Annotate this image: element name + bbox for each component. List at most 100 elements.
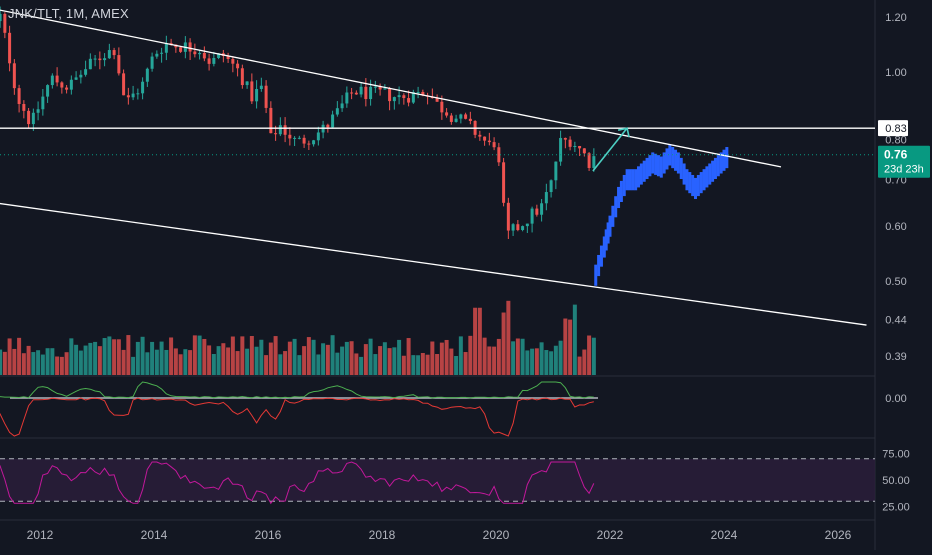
- candle[interactable]: [417, 92, 420, 93]
- candle[interactable]: [355, 93, 358, 95]
- candle[interactable]: [407, 98, 410, 103]
- candle[interactable]: [535, 209, 538, 215]
- candle[interactable]: [3, 14, 6, 33]
- candle[interactable]: [493, 142, 496, 147]
- candle[interactable]: [8, 33, 11, 63]
- candle[interactable]: [550, 180, 553, 192]
- candle[interactable]: [336, 108, 339, 114]
- candle[interactable]: [592, 156, 595, 168]
- candle[interactable]: [398, 95, 401, 97]
- candle[interactable]: [569, 140, 572, 147]
- candle[interactable]: [588, 153, 591, 168]
- candle[interactable]: [250, 81, 253, 101]
- candle[interactable]: [265, 86, 268, 108]
- candle[interactable]: [165, 43, 168, 53]
- candle[interactable]: [364, 87, 367, 99]
- candle[interactable]: [502, 162, 505, 203]
- candle[interactable]: [18, 88, 21, 104]
- candle[interactable]: [455, 119, 458, 122]
- candle[interactable]: [488, 141, 491, 142]
- candle[interactable]: [56, 76, 59, 83]
- candle[interactable]: [0, 14, 2, 21]
- candle[interactable]: [559, 138, 562, 162]
- candle[interactable]: [136, 93, 139, 94]
- candle[interactable]: [583, 148, 586, 153]
- candle[interactable]: [84, 69, 87, 75]
- candle[interactable]: [464, 114, 467, 118]
- candle[interactable]: [374, 87, 377, 88]
- candle[interactable]: [179, 47, 182, 52]
- candle[interactable]: [189, 42, 192, 51]
- candle[interactable]: [236, 64, 239, 69]
- candle[interactable]: [146, 69, 149, 82]
- candle[interactable]: [497, 147, 500, 162]
- candle[interactable]: [255, 89, 258, 101]
- candle[interactable]: [459, 114, 462, 118]
- candle[interactable]: [531, 209, 534, 224]
- candle[interactable]: [578, 146, 581, 148]
- candle[interactable]: [573, 146, 576, 147]
- candle[interactable]: [260, 86, 263, 89]
- candle[interactable]: [369, 87, 372, 99]
- candle[interactable]: [341, 103, 344, 108]
- candle[interactable]: [545, 192, 548, 203]
- candle[interactable]: [113, 50, 116, 55]
- candle[interactable]: [326, 125, 329, 128]
- candle[interactable]: [507, 203, 510, 231]
- candle[interactable]: [117, 55, 120, 73]
- candle[interactable]: [37, 109, 40, 113]
- candle[interactable]: [122, 73, 125, 95]
- candle[interactable]: [360, 87, 363, 95]
- candle[interactable]: [22, 104, 25, 111]
- candle[interactable]: [60, 82, 63, 87]
- candle[interactable]: [160, 53, 163, 54]
- candle[interactable]: [383, 88, 386, 89]
- candle[interactable]: [298, 138, 301, 139]
- candle[interactable]: [307, 144, 310, 145]
- candle[interactable]: [151, 57, 154, 69]
- candle[interactable]: [554, 162, 557, 181]
- candle[interactable]: [393, 97, 396, 101]
- candle[interactable]: [103, 58, 106, 60]
- candle[interactable]: [512, 224, 515, 230]
- candle[interactable]: [350, 92, 353, 93]
- candle[interactable]: [141, 82, 144, 94]
- candle[interactable]: [331, 115, 334, 128]
- candle[interactable]: [27, 111, 30, 124]
- candle[interactable]: [293, 138, 296, 139]
- candle[interactable]: [274, 133, 277, 134]
- candle[interactable]: [155, 54, 158, 57]
- candle[interactable]: [312, 140, 315, 144]
- candle[interactable]: [246, 81, 249, 85]
- candle[interactable]: [483, 137, 486, 141]
- candle[interactable]: [540, 203, 543, 214]
- candle[interactable]: [13, 63, 16, 88]
- candle[interactable]: [284, 125, 287, 135]
- candle[interactable]: [208, 58, 211, 63]
- candle[interactable]: [203, 53, 206, 58]
- candle[interactable]: [212, 58, 215, 64]
- candle[interactable]: [241, 68, 244, 85]
- candle[interactable]: [132, 94, 135, 98]
- candle[interactable]: [94, 59, 97, 60]
- candle[interactable]: [127, 95, 130, 97]
- candle[interactable]: [51, 76, 54, 85]
- candle[interactable]: [41, 97, 44, 110]
- candle[interactable]: [402, 95, 405, 98]
- candle[interactable]: [231, 59, 234, 64]
- candle[interactable]: [75, 77, 78, 79]
- candle[interactable]: [317, 132, 320, 140]
- candle[interactable]: [521, 226, 524, 230]
- candle[interactable]: [89, 59, 92, 69]
- candle[interactable]: [288, 135, 291, 139]
- candle[interactable]: [98, 59, 101, 61]
- candle[interactable]: [70, 80, 73, 90]
- candle[interactable]: [445, 112, 448, 115]
- candle[interactable]: [193, 52, 196, 55]
- candle[interactable]: [469, 119, 472, 121]
- candle[interactable]: [564, 138, 567, 140]
- candle[interactable]: [516, 224, 519, 230]
- candle[interactable]: [440, 102, 443, 113]
